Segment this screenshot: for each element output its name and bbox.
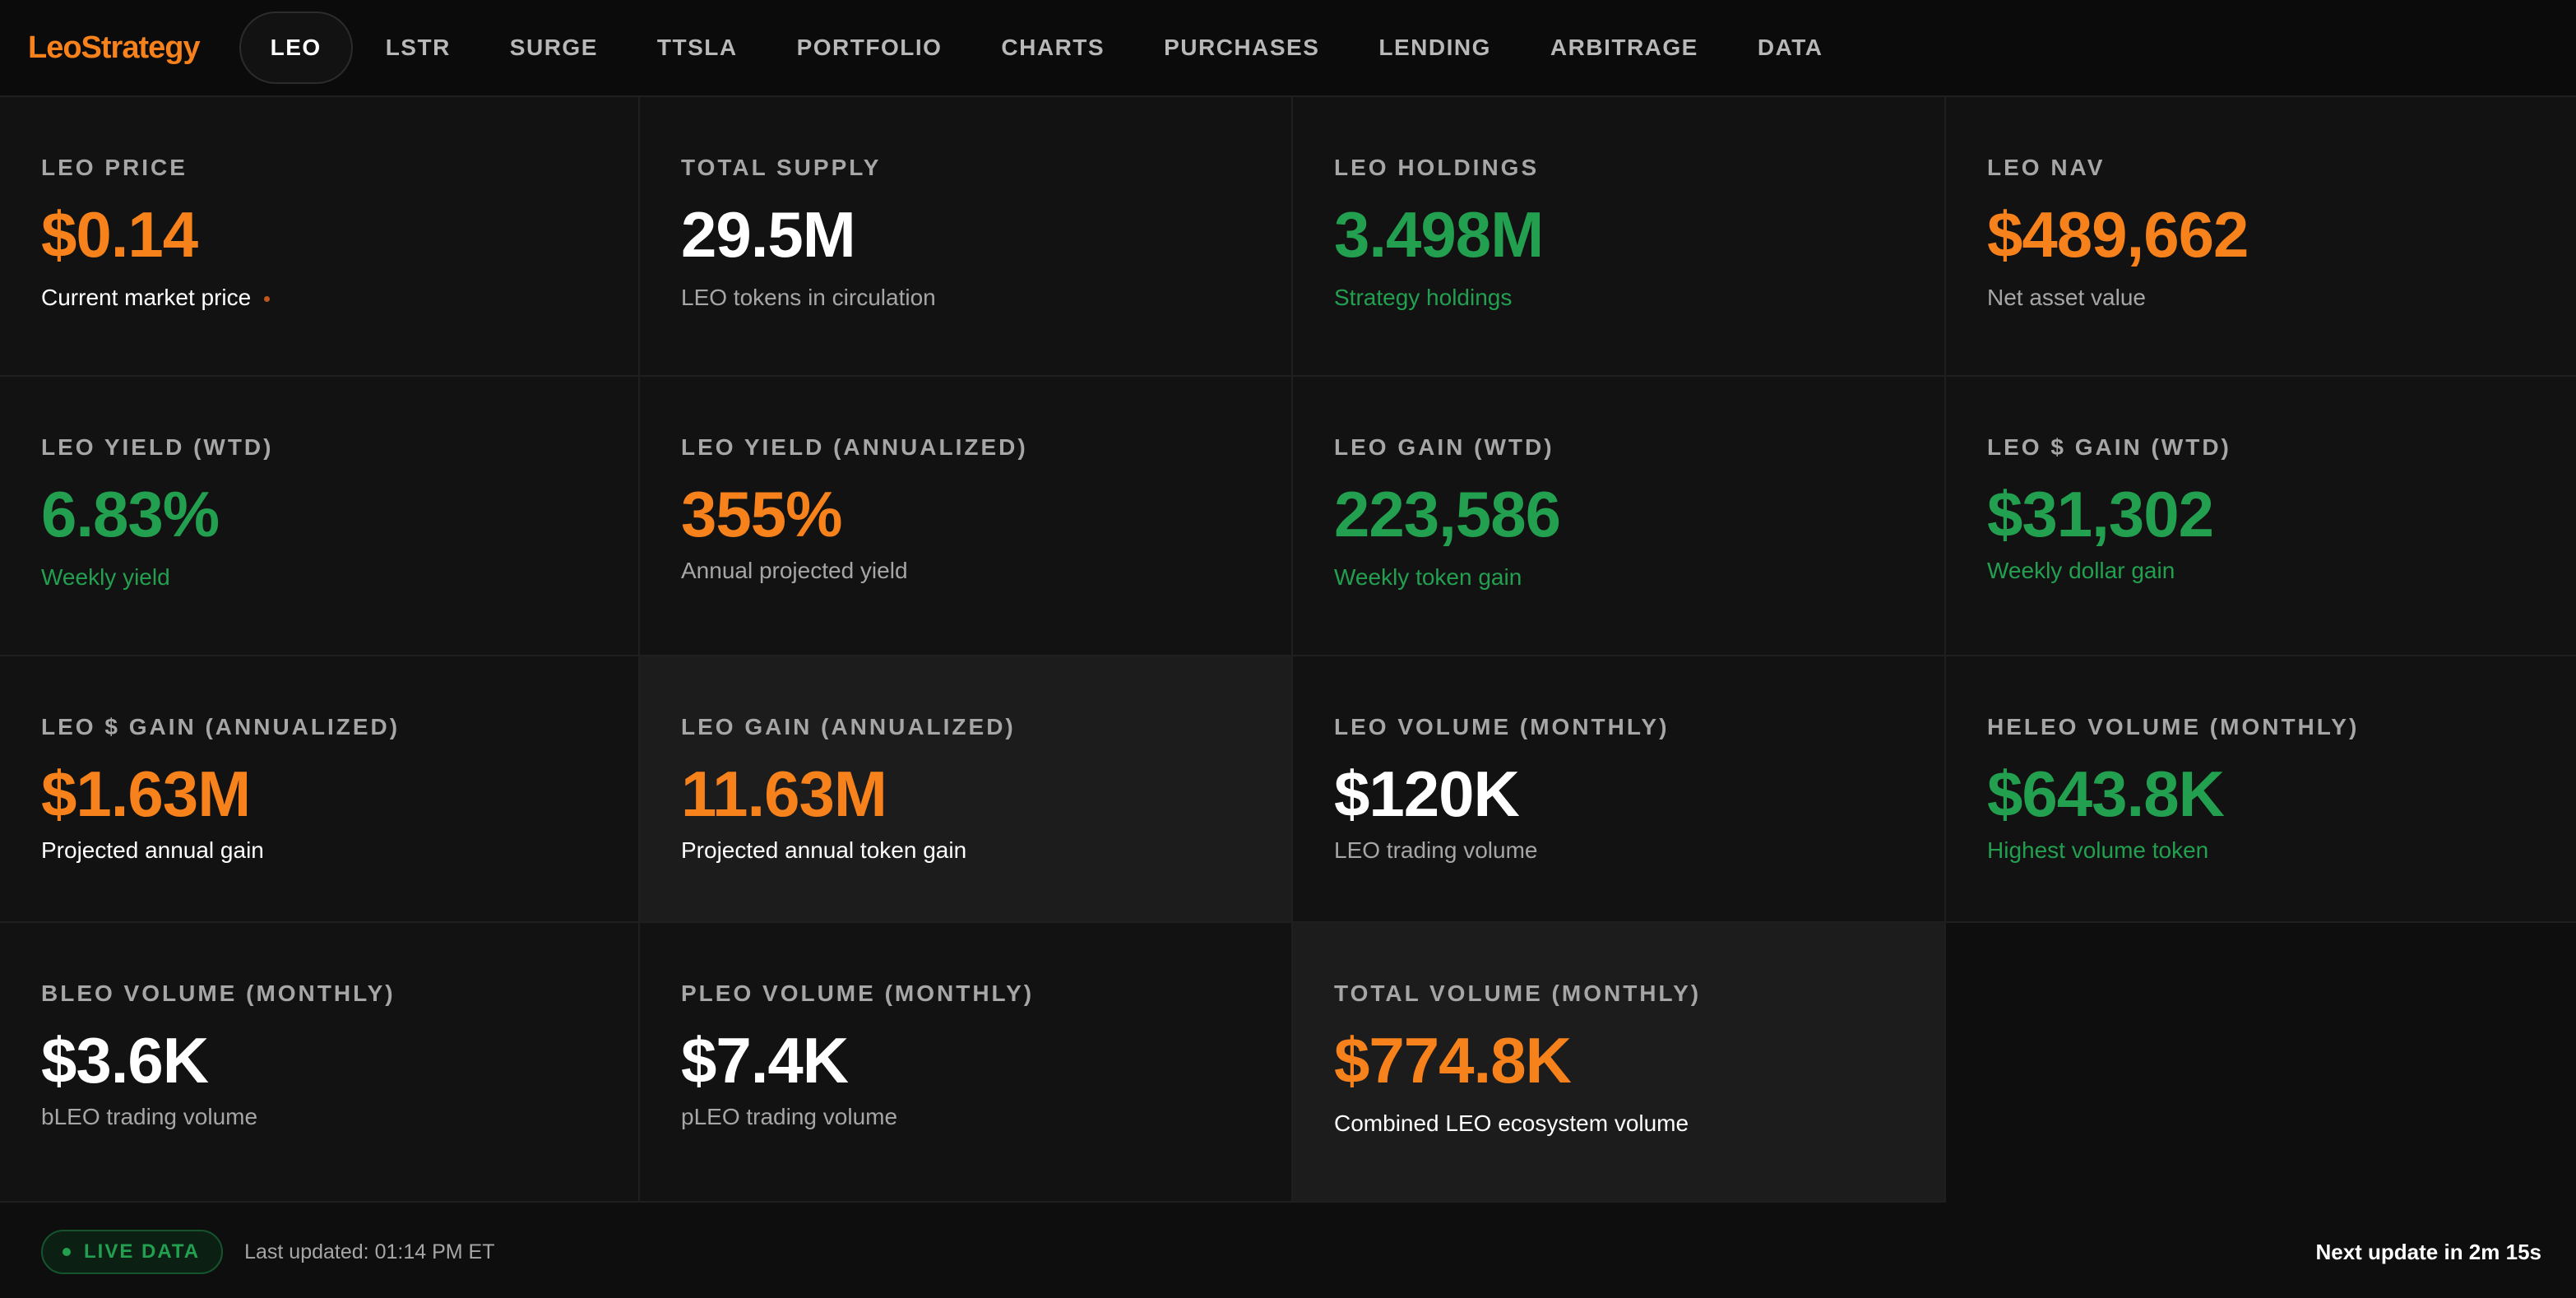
card-label: LEO $ GAIN (WTD) [1987,434,2231,460]
card-value: $0.14 [41,198,198,271]
card-label: TOTAL VOLUME (MONTHLY) [1334,980,1702,1006]
tab-leo[interactable]: LEO [239,12,353,84]
card-label: PLEO VOLUME (MONTHLY) [681,980,1035,1006]
tab-ttsla[interactable]: TTSLA [656,35,738,60]
card-label: LEO NAV [1987,155,2106,180]
card-subtitle: bLEO trading volume [41,1104,258,1129]
card-subtitle: Weekly token gain [1334,564,1522,590]
logo[interactable]: LeoStrategy [28,30,201,65]
card-label: LEO VOLUME (MONTHLY) [1334,714,1670,739]
card-subtitle: Combined LEO ecosystem volume [1334,1110,1689,1136]
card-leo-price: LEO PRICE $0.14 Current market price [0,97,640,377]
tab-lstr[interactable]: LSTR [385,35,451,60]
card-subtitle: Current market price [41,285,252,310]
card-subtitle: LEO tokens in circulation [681,285,936,310]
tab-portfolio[interactable]: PORTFOLIO [796,35,943,60]
tab-charts[interactable]: CHARTS [1001,35,1105,60]
card-subtitle: Annual projected yield [681,558,908,583]
tab-purchases[interactable]: PURCHASES [1164,35,1320,60]
card-subtitle: Highest volume token [1987,837,2209,863]
card-label: LEO PRICE [41,155,188,180]
card-value: $1.63M [41,758,251,830]
card-leo-nav: LEO NAV $489,662 Net asset value [1946,97,2576,377]
card-pleo-volume-monthly: PLEO VOLUME (MONTHLY) $7.4K pLEO trading… [640,923,1293,1203]
card-value: $774.8K [1334,1024,1572,1096]
card-value: $31,302 [1987,478,2214,550]
card-subtitle-row: Current market price [41,285,638,311]
tab-data[interactable]: DATA [1757,35,1823,60]
tab-lending[interactable]: LENDING [1378,35,1491,60]
card-subtitle: LEO trading volume [1334,837,1538,863]
card-subtitle: pLEO trading volume [681,1104,898,1129]
card-value: $489,662 [1987,198,2249,271]
card-value: 6.83% [41,478,220,550]
card-leo-gain-wtd: LEO GAIN (WTD) 223,586 Weekly token gain [1293,377,1946,656]
top-nav: LeoStrategy LEO LSTR SURGE TTSLA PORTFOL… [0,0,2576,97]
last-updated-text: Last updated: 01:14 PM ET [244,1240,495,1263]
card-label: LEO GAIN (WTD) [1334,434,1554,460]
card-subtitle: Projected annual gain [41,837,264,863]
card-value: $120K [1334,758,1520,830]
card-value: $643.8K [1987,758,2225,830]
card-value: $7.4K [681,1024,849,1096]
empty-cell [1946,923,2576,1203]
card-subtitle: Weekly dollar gain [1987,558,2175,583]
card-subtitle: Strategy holdings [1334,285,1513,310]
next-update-text: Next update in 2m 15s [2315,1239,2541,1264]
card-subtitle: Projected annual token gain [681,837,967,863]
card-leo-yield-wtd: LEO YIELD (WTD) 6.83% Weekly yield [0,377,640,656]
card-total-supply: TOTAL SUPPLY 29.5M LEO tokens in circula… [640,97,1293,377]
card-label: LEO YIELD (ANNUALIZED) [681,434,1028,460]
live-data-badge: LIVE DATA [41,1230,224,1274]
card-leo-holdings: LEO HOLDINGS 3.498M Strategy holdings [1293,97,1946,377]
card-leo-gain-annualized: LEO GAIN (ANNUALIZED) 11.63M Projected a… [640,656,1293,923]
live-price-dot-icon [264,296,271,303]
nav-tabs: LEO LSTR SURGE TTSLA PORTFOLIO CHARTS PU… [239,12,1853,84]
card-leo-dollar-gain-wtd: LEO $ GAIN (WTD) $31,302 Weekly dollar g… [1946,377,2576,656]
card-value: 223,586 [1334,478,1561,550]
card-subtitle: Weekly yield [41,564,170,590]
status-footer: LIVE DATA Last updated: 01:14 PM ET Next… [0,1206,2576,1298]
card-label: HELEO VOLUME (MONTHLY) [1987,714,2360,739]
card-value: 3.498M [1334,198,1544,271]
card-value: $3.6K [41,1024,209,1096]
card-label: BLEO VOLUME (MONTHLY) [41,980,396,1006]
live-data-label: LIVE DATA [84,1240,201,1263]
card-label: LEO GAIN (ANNUALIZED) [681,714,1016,739]
card-label: TOTAL SUPPLY [681,155,882,180]
tab-surge[interactable]: SURGE [509,35,598,60]
card-subtitle: Net asset value [1987,285,2146,310]
card-total-volume-monthly: TOTAL VOLUME (MONTHLY) $774.8K Combined … [1293,923,1946,1203]
card-value: 11.63M [681,758,887,830]
card-heleo-volume-monthly: HELEO VOLUME (MONTHLY) $643.8K Highest v… [1946,656,2576,923]
card-value: 355% [681,478,843,550]
card-leo-yield-annualized: LEO YIELD (ANNUALIZED) 355% Annual proje… [640,377,1293,656]
card-label: LEO YIELD (WTD) [41,434,274,460]
live-dot-icon [63,1248,71,1256]
card-value: 29.5M [681,198,856,271]
card-leo-dollar-gain-annualized: LEO $ GAIN (ANNUALIZED) $1.63M Projected… [0,656,640,923]
card-label: LEO HOLDINGS [1334,155,1540,180]
tab-arbitrage[interactable]: ARBITRAGE [1550,35,1698,60]
card-bleo-volume-monthly: BLEO VOLUME (MONTHLY) $3.6K bLEO trading… [0,923,640,1203]
card-leo-volume-monthly: LEO VOLUME (MONTHLY) $120K LEO trading v… [1293,656,1946,923]
metrics-grid: LEO PRICE $0.14 Current market price TOT… [0,97,2576,1203]
card-label: LEO $ GAIN (ANNUALIZED) [41,714,401,739]
